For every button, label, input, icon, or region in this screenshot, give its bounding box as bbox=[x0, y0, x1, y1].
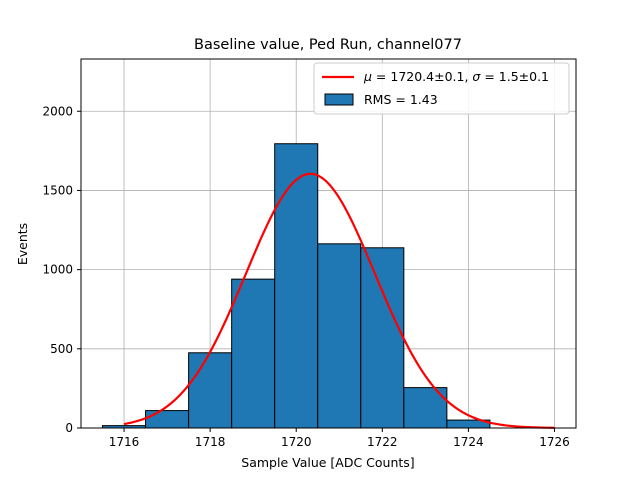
legend-histogram-swatch bbox=[324, 93, 354, 106]
histogram-bar bbox=[188, 352, 233, 429]
x-tick-label: 1716 bbox=[109, 435, 140, 449]
legend-fit-label: μ = 1720.4±0.1, σ = 1.5±0.1 bbox=[363, 69, 549, 84]
chart-title: Baseline value, Ped Run, channel077 bbox=[194, 37, 462, 53]
histogram-bar bbox=[145, 410, 190, 429]
histogram-bar bbox=[360, 247, 405, 429]
x-tick-label: 1726 bbox=[539, 435, 570, 449]
x-tick-label: 1718 bbox=[195, 435, 226, 449]
histogram-bar bbox=[274, 143, 319, 429]
histogram-bar bbox=[231, 278, 276, 429]
legend-sigma-symbol: σ bbox=[472, 69, 481, 84]
legend-sigma-value: = 1.5±0.1 bbox=[480, 69, 549, 84]
legend-mu-value: = 1720.4±0.1, bbox=[372, 69, 472, 84]
plot-frame bbox=[80, 58, 577, 429]
x-axis-label: Sample Value [ADC Counts] bbox=[241, 455, 414, 470]
legend: μ = 1720.4±0.1, σ = 1.5±0.1 RMS = 1.43 bbox=[313, 62, 570, 115]
histogram-bar bbox=[317, 243, 362, 429]
y-tick-label: 0 bbox=[65, 421, 73, 435]
y-tick-label: 1500 bbox=[42, 183, 73, 197]
y-tick-label: 500 bbox=[50, 342, 73, 356]
x-tick-label: 1720 bbox=[281, 435, 312, 449]
legend-mu-symbol: μ bbox=[363, 69, 372, 84]
x-tick-label: 1722 bbox=[367, 435, 398, 449]
y-axis-label: Events bbox=[15, 223, 30, 265]
fit-curve-layer bbox=[123, 172, 555, 429]
fit-curve bbox=[123, 172, 555, 429]
y-axis-ticks: 0 500 1000 1500 2000 bbox=[42, 104, 81, 435]
legend-box bbox=[313, 62, 570, 115]
x-tick-label: 1724 bbox=[453, 435, 484, 449]
x-axis-ticks: 1716 1718 1720 1722 1724 1726 bbox=[109, 428, 570, 449]
y-tick-label: 1000 bbox=[42, 263, 73, 277]
legend-histogram-label: RMS = 1.43 bbox=[364, 92, 438, 107]
y-tick-label: 2000 bbox=[42, 104, 73, 118]
